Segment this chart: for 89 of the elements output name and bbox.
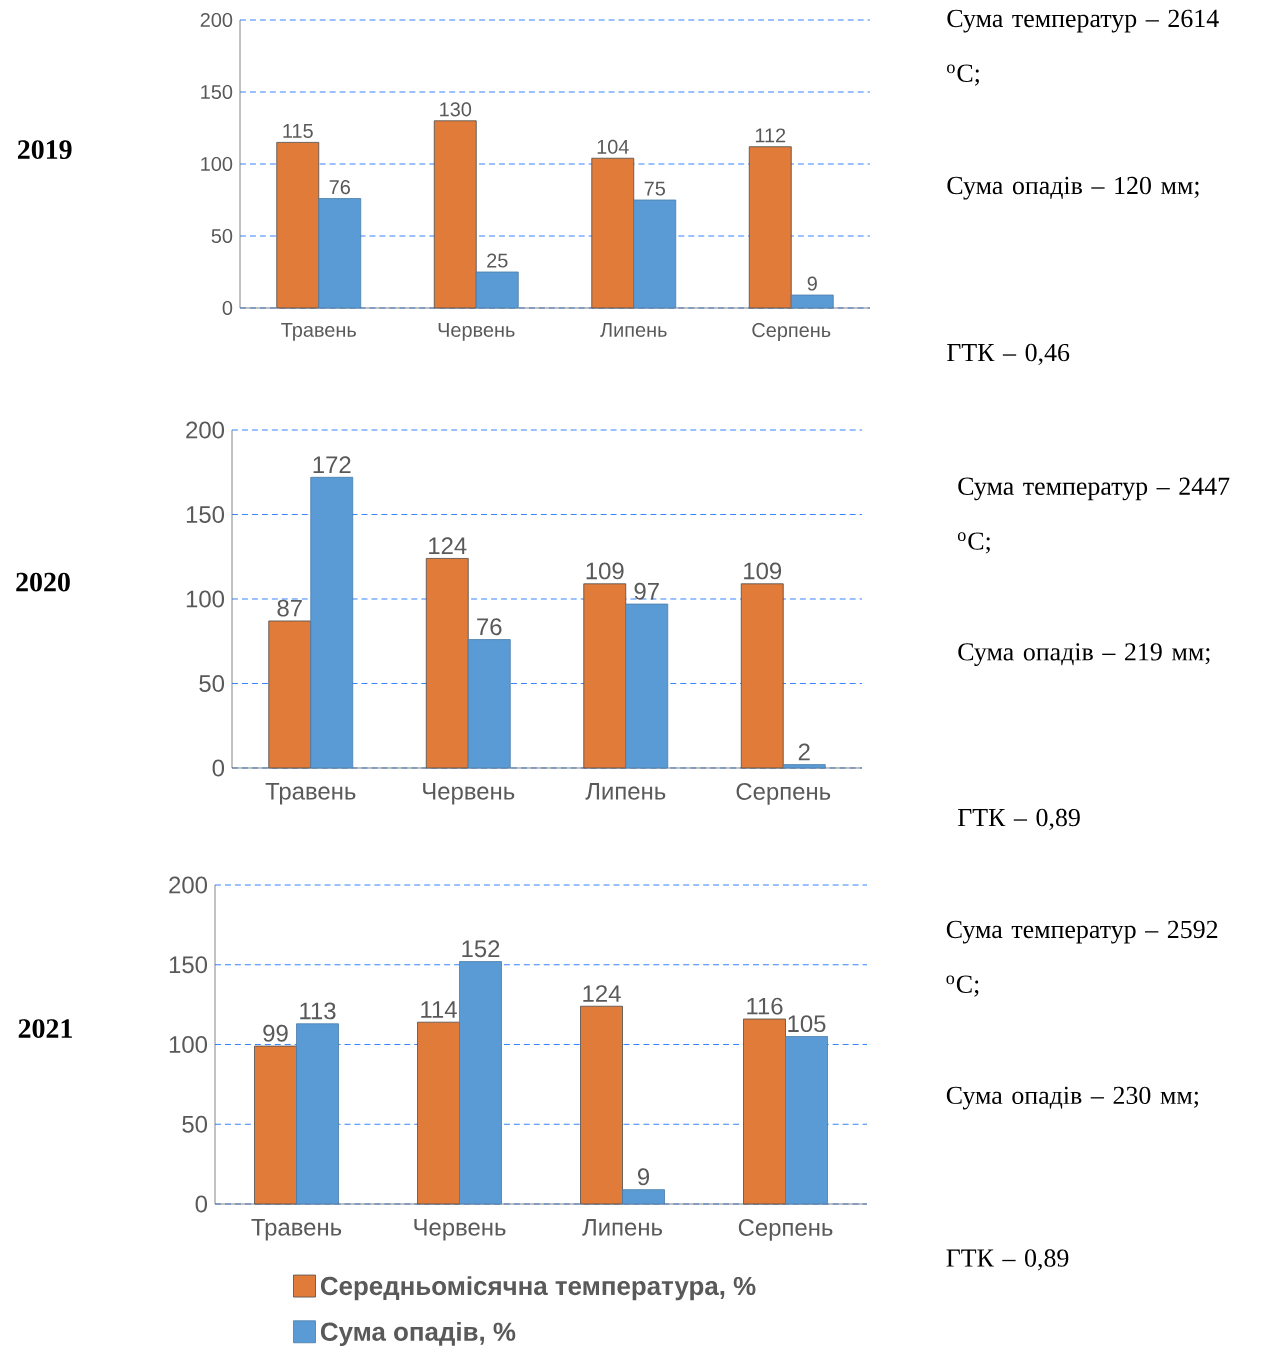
x-tick-label: Серпень <box>752 323 831 342</box>
x-tick-label: Липень <box>600 323 667 337</box>
data-label: 124 <box>429 537 467 555</box>
y-tick-label: 0 <box>195 1195 208 1213</box>
y-tick-label: 150 <box>169 956 208 974</box>
bar <box>296 1023 339 1205</box>
bar <box>459 961 502 1205</box>
bar <box>417 1021 460 1205</box>
y-tick-label: 100 <box>201 156 233 172</box>
data-label: 76 <box>329 180 350 195</box>
data-label: 104 <box>597 139 629 154</box>
data-label: 9 <box>637 1168 650 1186</box>
text: Сума температур – 2447 $^{o}$C; <box>957 477 1230 554</box>
x-tick-label: Липень <box>582 1219 662 1236</box>
data-label: 116 <box>747 997 783 1015</box>
data-label: 9 <box>807 276 817 291</box>
y-tick-label: 200 <box>169 876 208 894</box>
x-tick-label: Червень <box>414 1219 506 1241</box>
y-tick-label: 200 <box>200 12 233 28</box>
legend-label: Сума опадів, % <box>320 1321 516 1347</box>
x-tick-label: Липень <box>585 783 666 800</box>
text: Сума опадів – 120 мм; <box>947 176 1199 200</box>
bar <box>633 199 677 309</box>
text: Сума температур – 2592 $^{o}$C; <box>946 920 1218 997</box>
y-tick-label: 200 <box>186 421 225 439</box>
bar <box>475 271 519 309</box>
y-tick-label: 0 <box>212 759 225 777</box>
x-tick-label: Червень <box>438 323 515 341</box>
data-label: 87 <box>277 599 302 617</box>
bar <box>583 583 627 769</box>
bar <box>425 558 469 769</box>
data-label: 99 <box>263 1024 288 1042</box>
bar <box>254 1045 297 1205</box>
bar <box>268 620 312 769</box>
y-tick-label: 0 <box>222 300 233 316</box>
data-label: 109 <box>744 562 782 580</box>
data-label: 105 <box>788 1015 826 1033</box>
x-tick-label: Серпень <box>736 783 831 805</box>
text: Сума опадів – 219 мм; <box>958 643 1210 666</box>
y-tick-label: 100 <box>169 1036 208 1053</box>
bar <box>790 294 834 309</box>
data-label: 75 <box>644 181 665 196</box>
bar <box>433 120 477 309</box>
y-axis-title: 2019 <box>17 140 72 160</box>
bar <box>622 1189 665 1205</box>
bar <box>743 1018 786 1205</box>
data-label: 112 <box>755 128 786 143</box>
bar <box>276 141 320 309</box>
bar <box>785 1036 828 1205</box>
data-label: 115 <box>283 124 313 138</box>
data-label: 109 <box>586 562 624 580</box>
legend-label: Середньомісячна температура, % <box>320 1276 756 1301</box>
x-tick-label: Серпень <box>738 1219 833 1241</box>
bar <box>467 639 511 769</box>
bar <box>748 146 792 309</box>
text: ГТК – 0,89 <box>946 1249 1069 1271</box>
data-label: 152 <box>462 940 500 958</box>
y-axis-title: 2020 <box>16 572 70 592</box>
text: ГТК – 0,46 <box>947 343 1070 366</box>
y-axis-title: 2021 <box>18 1019 72 1038</box>
text: Сума температур – 2614 $^{o}$C; <box>947 9 1219 86</box>
x-tick-label: Травень <box>281 323 356 341</box>
bar <box>580 1005 623 1205</box>
x-tick-label: Травень <box>265 783 356 805</box>
bar <box>625 603 669 769</box>
data-label: 114 <box>421 1001 457 1018</box>
data-label: 25 <box>487 253 508 268</box>
y-tick-label: 150 <box>186 506 225 523</box>
bar <box>782 764 826 769</box>
data-label: 113 <box>300 1002 336 1020</box>
text: ГТК – 0,89 <box>958 808 1080 831</box>
bar <box>318 198 362 309</box>
x-tick-label: Травень <box>251 1219 342 1241</box>
y-tick-label: 150 <box>201 84 233 100</box>
data-label: 76 <box>477 618 502 636</box>
y-tick-label: 100 <box>186 590 225 608</box>
y-tick-label: 50 <box>182 1115 208 1133</box>
data-label: 2 <box>798 743 810 761</box>
x-tick-label: Червень <box>423 783 515 805</box>
y-tick-label: 50 <box>199 675 225 692</box>
data-label: 124 <box>583 985 621 1002</box>
bar <box>310 476 354 769</box>
text: Сума опадів – 230 мм; <box>946 1086 1198 1110</box>
y-tick-label: 50 <box>211 228 233 244</box>
bar <box>740 583 784 769</box>
bar <box>591 157 635 309</box>
data-label: 130 <box>440 102 472 117</box>
data-label: 97 <box>634 582 659 600</box>
data-label: 172 <box>313 456 351 473</box>
